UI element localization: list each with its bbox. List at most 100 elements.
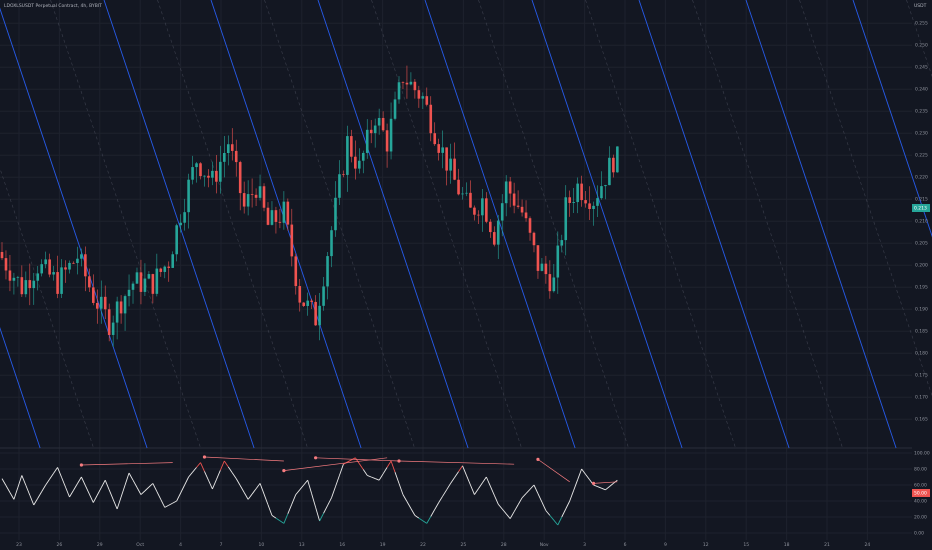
candle-down — [266, 207, 270, 225]
oscillator-segment — [347, 459, 352, 463]
oscillator-segment — [315, 507, 321, 522]
candle-up — [226, 144, 230, 153]
oscillator-segment — [537, 493, 543, 503]
candle-down — [310, 300, 313, 302]
candle-up — [604, 185, 607, 187]
oscillator-segment — [180, 484, 186, 494]
candle-down — [508, 181, 512, 194]
candle-down — [516, 205, 520, 207]
oscillator-segment — [569, 490, 575, 502]
oscillator-segment — [251, 488, 257, 495]
channel-line-solid — [317, 0, 469, 449]
last-price-value: 0.213 — [914, 206, 927, 212]
candle-up — [131, 283, 135, 290]
candle-down — [429, 104, 433, 134]
candle-down — [95, 302, 99, 309]
candle-down — [107, 309, 111, 335]
candle-up — [99, 296, 103, 309]
oscillator-segment — [223, 460, 229, 468]
oscillator-segment — [470, 484, 475, 495]
time-tick-label: 29 — [97, 542, 103, 548]
divergence-marker — [536, 457, 540, 461]
candle-down — [457, 179, 460, 195]
oscillator-segment — [156, 491, 162, 500]
oscillator-segment — [358, 463, 364, 470]
candle-up — [270, 210, 274, 225]
candle-down — [254, 194, 258, 198]
oscillator-segment — [65, 486, 70, 498]
candle-up — [135, 272, 139, 284]
oscillator-segment — [211, 479, 217, 490]
candle-down — [413, 81, 417, 91]
oscillator-segment — [148, 483, 154, 488]
candle-up — [365, 129, 369, 153]
oscillator-segment — [84, 485, 90, 495]
oscillator-segment — [45, 478, 51, 486]
candle-down — [151, 274, 155, 294]
candle-up — [223, 152, 226, 162]
oscillator-segment — [410, 508, 416, 516]
osc-tick-label: 80.00 — [914, 467, 927, 473]
divergence-marker — [202, 455, 207, 459]
oscillator-segment — [21, 475, 27, 486]
oscillator-segment — [1, 478, 7, 486]
channel-line-solid — [210, 0, 362, 449]
oscillator-segment — [557, 516, 563, 526]
candle-up — [421, 96, 425, 99]
oscillator-segment — [17, 475, 23, 488]
oscillator-segment — [382, 467, 388, 475]
price-tick-label: 0.220 — [915, 175, 928, 181]
candle-down — [405, 82, 409, 85]
oscillator-segment — [215, 470, 221, 480]
candle-down — [512, 193, 516, 206]
candle-down — [425, 96, 429, 105]
time-axis[interactable]: 23 26 29 Oct 4 7 10 13 16 19 22 25 28 Nov 3 6 9 12 15 18 21 2… — [16, 542, 870, 548]
price-axis[interactable]: 0.255 0.250 0.245 0.240 0.235 0.230 0.225 0.220… — [912, 21, 930, 423]
price-tick-label: 0.190 — [915, 307, 928, 313]
oscillator-segment — [100, 479, 106, 488]
oscillator-segment — [533, 484, 539, 494]
channel-line-dashed — [692, 0, 843, 449]
channel-line-dashed — [371, 0, 522, 449]
candle-down — [580, 183, 583, 201]
candle-up — [608, 157, 611, 186]
time-tick-label: 21 — [824, 542, 830, 548]
candle-down — [242, 193, 246, 207]
osc-tick-label: 0.00 — [914, 531, 924, 537]
oscillator-segment — [406, 501, 412, 509]
time-tick-label: 15 — [743, 542, 749, 548]
channel-line-solid — [745, 0, 897, 449]
candle-up — [449, 158, 452, 171]
price-tick-label: 0.170 — [915, 395, 928, 401]
oscillator-segment — [88, 493, 94, 503]
candle-down — [250, 194, 254, 195]
oscillator-segment — [497, 503, 503, 510]
oscillator-segment — [80, 476, 86, 486]
oscillator-axis[interactable]: 100.00 80.00 60.00 40.00 20.00 0.00 50.00 — [912, 451, 930, 537]
candlestick-series — [0, 65, 619, 348]
candle-up — [115, 301, 119, 323]
candle-up — [389, 118, 393, 152]
oscillator-segment — [446, 483, 451, 491]
candle-up — [80, 254, 83, 259]
oscillator-segment — [398, 483, 404, 495]
candle-down — [568, 197, 572, 203]
price-tick-label: 0.185 — [915, 329, 928, 335]
candle-down — [0, 252, 4, 259]
candle-up — [318, 305, 321, 326]
candle-up — [346, 136, 349, 175]
candle-down — [612, 157, 615, 173]
oscillator-segment — [140, 490, 146, 495]
oscillator-segment — [501, 508, 507, 515]
oscillator-segment — [375, 478, 380, 481]
candle-up — [500, 203, 504, 221]
currency-label: USDT — [914, 3, 927, 9]
candle-up — [361, 152, 365, 161]
oscillator-segment — [481, 476, 487, 484]
oscillator-segment — [267, 504, 273, 516]
oscillator-segment — [521, 493, 527, 499]
oscillator-segment — [53, 467, 58, 474]
price-tick-label: 0.230 — [915, 131, 928, 137]
oscillator-segment — [414, 515, 420, 519]
